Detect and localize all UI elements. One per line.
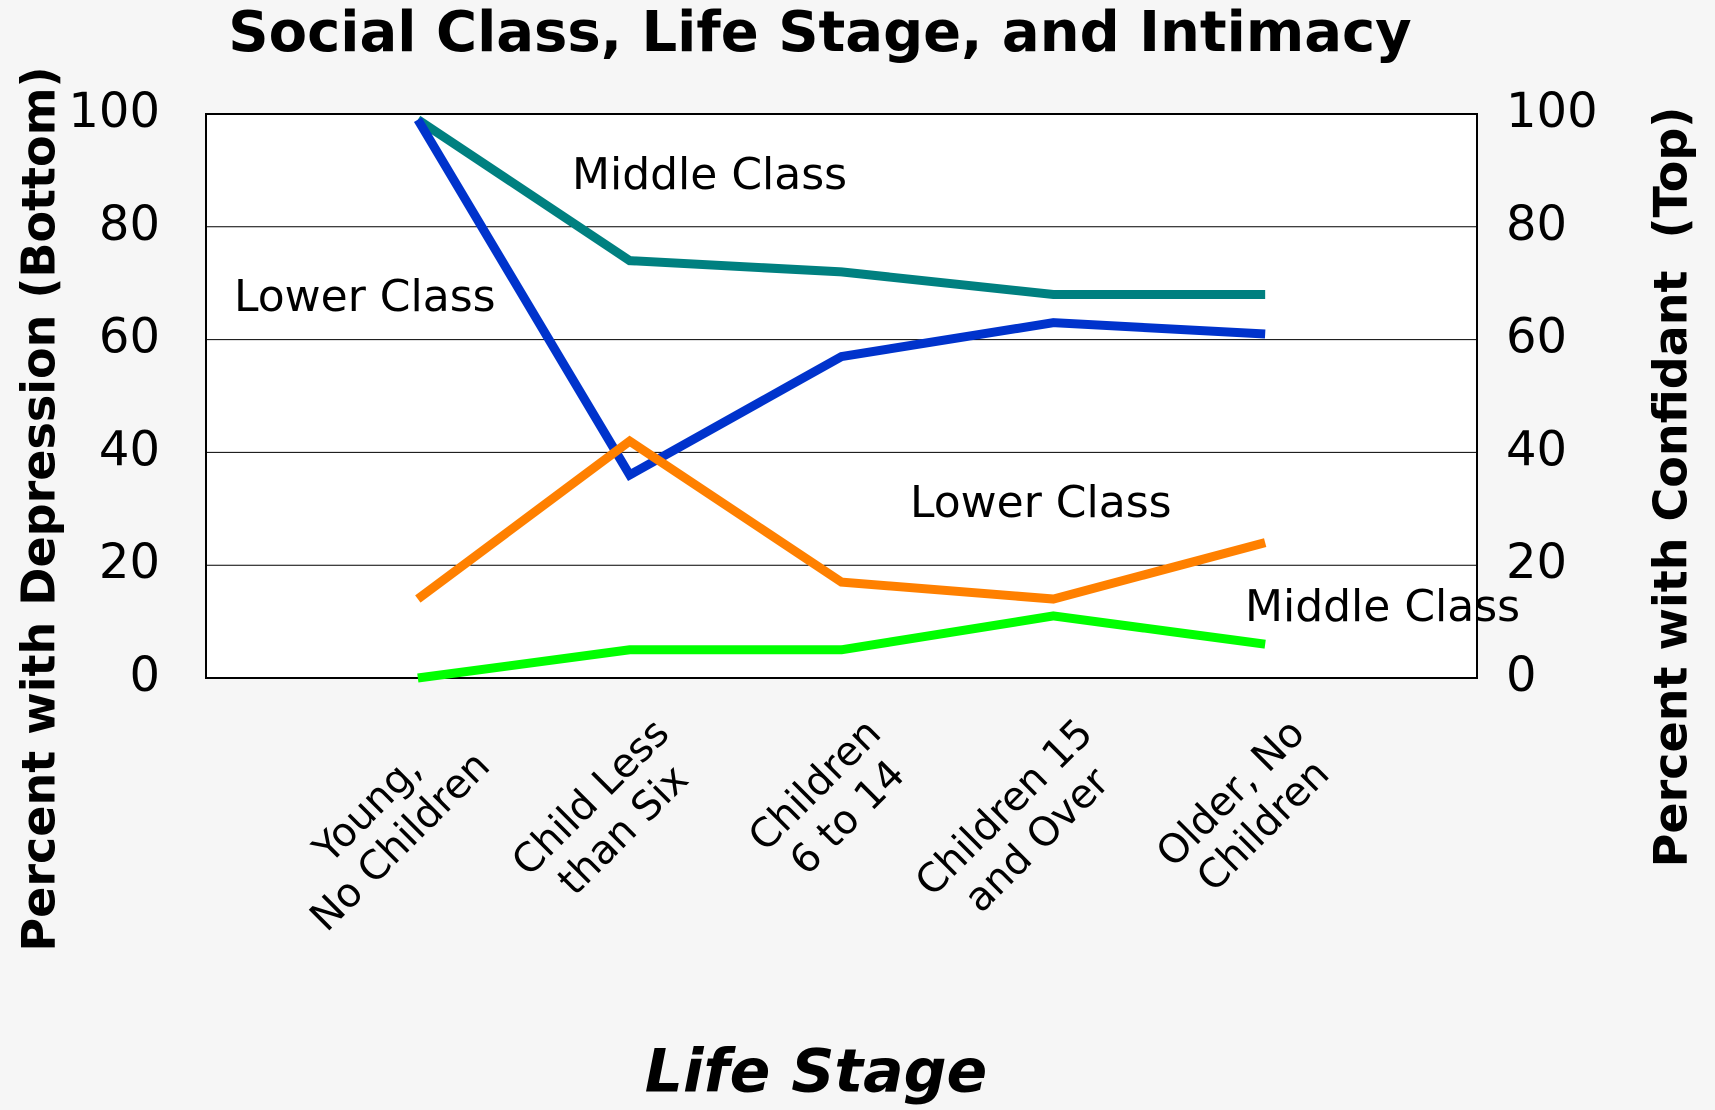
y-tick-label: 60: [99, 309, 160, 365]
y-tick-label: 40: [99, 421, 160, 477]
y2-axis-title: Percent with Confidant (Top): [1644, 107, 1698, 868]
series-line: [417, 611, 1266, 683]
y-tick-label: 80: [99, 196, 160, 252]
x-tick-label-lines: Young,No Children: [301, 743, 499, 941]
series-label: Lower Class: [234, 271, 496, 322]
y-tick-label: 20: [99, 534, 160, 590]
y2-tick-label: 20: [1506, 534, 1567, 590]
series-line: [415, 435, 1267, 604]
y-tick-label: 0: [129, 647, 160, 703]
series-label: Middle Class: [1245, 581, 1520, 632]
series-line: [415, 115, 1266, 299]
x-tick-label: Young,No Children: [301, 743, 499, 941]
plot-frame: [205, 113, 1478, 679]
chart-title: Social Class, Life Stage, and Intimacy: [228, 0, 1411, 65]
y2-tick-label: 100: [1506, 83, 1598, 139]
y2-tick-label: 40: [1506, 421, 1567, 477]
y2-tick-label: 60: [1506, 309, 1567, 365]
series-label: Lower Class: [910, 477, 1172, 528]
series-line: [413, 117, 1266, 482]
y-tick-label: 100: [68, 83, 160, 139]
y-axis-title: Percent with Depression (Bottom): [12, 66, 66, 951]
y2-tick-label: 0: [1506, 647, 1537, 703]
series-label: Middle Class: [572, 149, 847, 200]
x-axis-title: Life Stage: [645, 1037, 988, 1107]
y2-tick-label: 80: [1506, 196, 1567, 252]
